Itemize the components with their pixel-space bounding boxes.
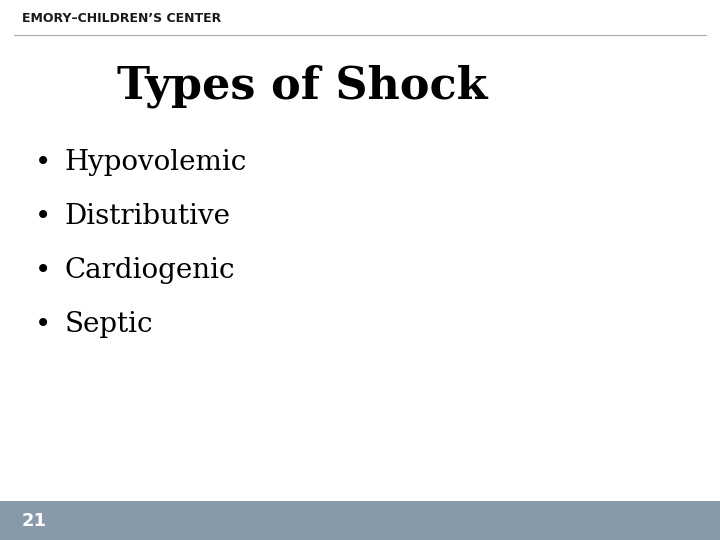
Text: 21: 21 [22,511,47,530]
Text: Hypovolemic: Hypovolemic [65,148,247,176]
Text: •: • [35,202,51,230]
Text: Types of Shock: Types of Shock [117,65,487,108]
Text: •: • [35,148,51,176]
Text: •: • [35,256,51,284]
FancyBboxPatch shape [0,501,720,540]
Text: EMORY–CHILDREN’S CENTER: EMORY–CHILDREN’S CENTER [22,12,221,25]
Text: Cardiogenic: Cardiogenic [65,256,235,284]
Text: Septic: Septic [65,310,153,338]
Text: Distributive: Distributive [65,202,231,230]
Text: •: • [35,310,51,338]
